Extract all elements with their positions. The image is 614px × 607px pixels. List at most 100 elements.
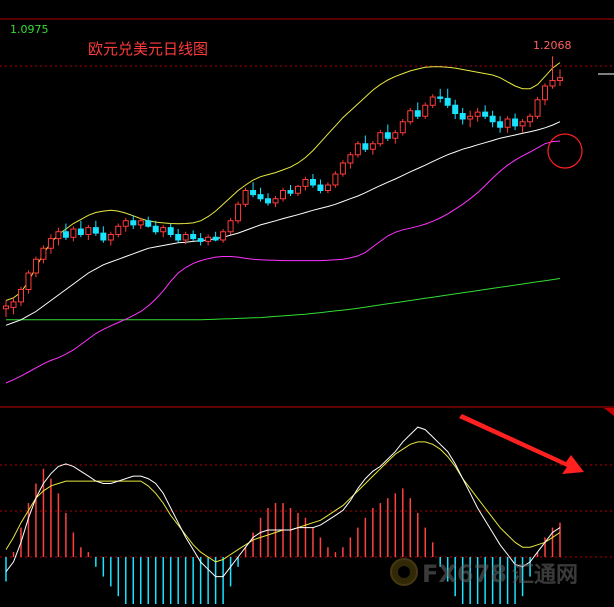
candle bbox=[70, 226, 77, 242]
candle bbox=[437, 88, 444, 103]
candle-body bbox=[92, 227, 99, 234]
candle-body bbox=[437, 96, 444, 99]
watermark-brand-text: 汇通网 bbox=[512, 563, 578, 588]
candle-body bbox=[324, 184, 331, 191]
candle bbox=[25, 270, 32, 294]
candle-body bbox=[399, 121, 406, 134]
candle bbox=[182, 231, 189, 245]
candle bbox=[62, 223, 69, 240]
candle-body bbox=[40, 247, 47, 260]
candle bbox=[302, 176, 309, 191]
candle-body bbox=[407, 110, 414, 123]
candle bbox=[422, 102, 429, 119]
candle-body bbox=[332, 173, 339, 186]
pane-corner-marker bbox=[604, 408, 614, 416]
candle-body bbox=[422, 104, 429, 117]
candle-body bbox=[197, 238, 204, 242]
candle-body bbox=[25, 272, 32, 290]
candle-body bbox=[227, 220, 234, 233]
candle bbox=[235, 201, 242, 224]
candle bbox=[212, 231, 219, 242]
ma-long-line bbox=[6, 278, 561, 321]
candle-body bbox=[167, 227, 174, 235]
candle bbox=[362, 135, 369, 152]
candle bbox=[272, 196, 279, 207]
ma-slow-line bbox=[5, 140, 561, 384]
candle bbox=[47, 234, 54, 254]
candle-body bbox=[250, 190, 257, 196]
candle-body bbox=[235, 203, 242, 222]
candle-body bbox=[444, 97, 451, 106]
candle-body bbox=[377, 132, 384, 145]
candle bbox=[122, 218, 129, 232]
candle-body bbox=[160, 227, 167, 233]
candle-body bbox=[137, 220, 144, 226]
candle-body bbox=[534, 99, 541, 117]
candle-body bbox=[392, 132, 399, 139]
candle bbox=[354, 141, 361, 158]
candle-body bbox=[527, 115, 534, 123]
highlight-circle bbox=[547, 133, 583, 169]
candle-body bbox=[512, 118, 519, 127]
candle bbox=[347, 152, 354, 169]
candle bbox=[309, 174, 316, 188]
candle bbox=[444, 88, 451, 108]
candle bbox=[100, 226, 107, 243]
candle-body bbox=[294, 185, 301, 194]
candle-body bbox=[130, 220, 137, 226]
candle-body bbox=[362, 143, 369, 150]
candle-body bbox=[497, 121, 504, 128]
candle-body bbox=[257, 194, 264, 200]
candle bbox=[40, 245, 47, 264]
candle bbox=[115, 223, 122, 238]
price-pane bbox=[3, 56, 563, 384]
candle bbox=[250, 182, 257, 198]
candle-body bbox=[17, 289, 24, 303]
candle-body bbox=[302, 179, 309, 187]
candle-body bbox=[452, 104, 459, 114]
candle bbox=[407, 108, 414, 125]
candle bbox=[10, 297, 17, 315]
candle bbox=[130, 215, 137, 229]
candle-body bbox=[122, 220, 129, 227]
candle bbox=[152, 220, 159, 235]
candle bbox=[175, 229, 182, 243]
candle bbox=[527, 113, 534, 128]
candle bbox=[332, 171, 339, 188]
candle-body bbox=[272, 198, 279, 204]
candle-body bbox=[265, 198, 272, 204]
candle bbox=[3, 300, 9, 317]
candle bbox=[205, 234, 212, 246]
candle bbox=[459, 108, 466, 125]
candle bbox=[220, 229, 227, 243]
candle bbox=[549, 56, 556, 89]
upper-band-line bbox=[5, 62, 561, 301]
candle bbox=[280, 187, 286, 202]
candle bbox=[92, 220, 99, 236]
candle-body bbox=[205, 236, 212, 242]
candle-body bbox=[542, 85, 549, 101]
candle bbox=[339, 160, 346, 177]
watermark: FX678 汇通网 bbox=[390, 558, 578, 588]
candle-body bbox=[32, 258, 39, 274]
watermark-logo-text: FX678 bbox=[422, 560, 507, 588]
candle-body bbox=[62, 231, 69, 238]
candle bbox=[227, 218, 234, 235]
candle-body bbox=[3, 305, 9, 310]
candle-body bbox=[70, 228, 77, 238]
candle bbox=[324, 182, 331, 194]
candle-body bbox=[175, 234, 182, 241]
candle bbox=[399, 119, 406, 136]
candle bbox=[482, 105, 489, 119]
candle-body bbox=[339, 162, 346, 175]
macd-dif-line bbox=[5, 426, 561, 578]
candle bbox=[287, 185, 294, 196]
candle bbox=[167, 223, 174, 238]
candle bbox=[190, 230, 197, 242]
candle bbox=[489, 110, 496, 128]
candle-body bbox=[549, 80, 556, 87]
candle-body bbox=[242, 190, 249, 205]
candle bbox=[55, 227, 62, 246]
candle bbox=[497, 116, 504, 133]
candle-body bbox=[212, 236, 219, 241]
